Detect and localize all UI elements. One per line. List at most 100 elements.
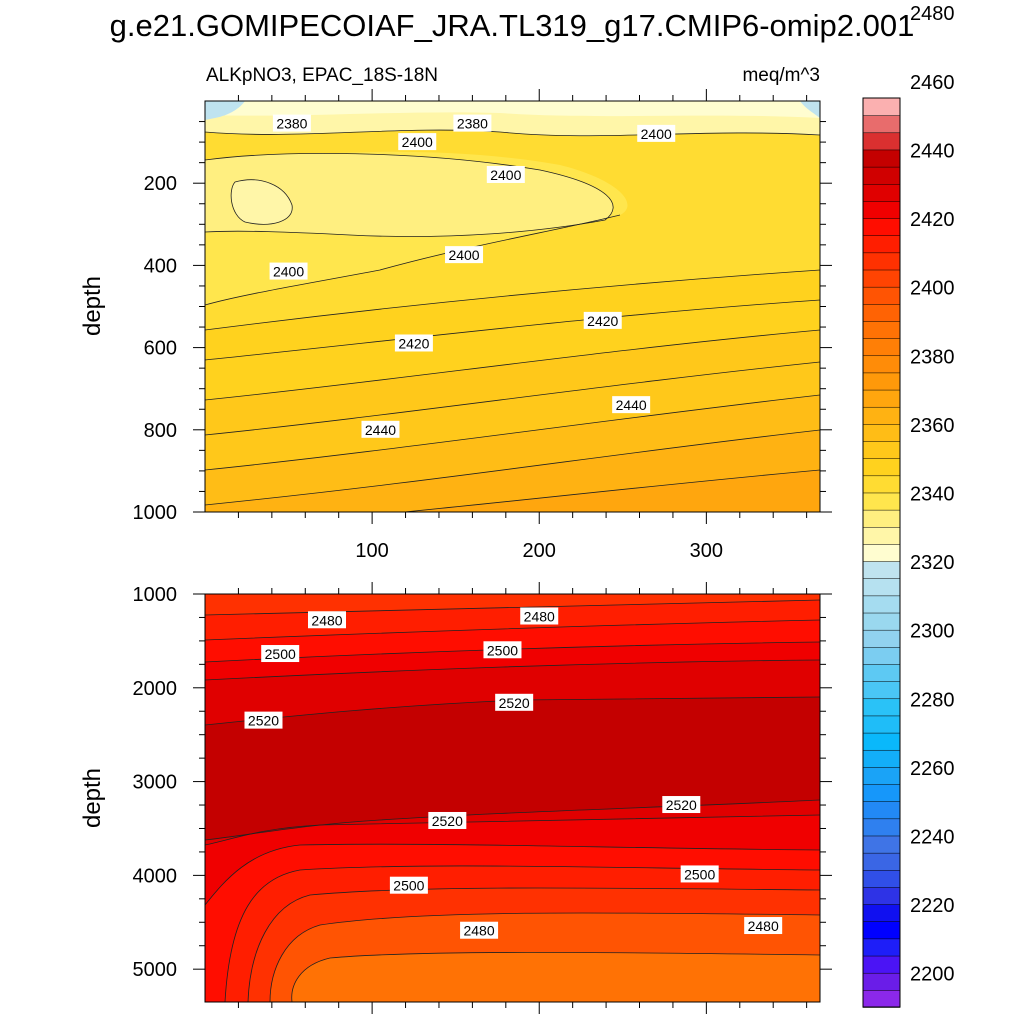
- colorbar-tick-label: 2220: [910, 895, 955, 917]
- x-tick-label: 100: [355, 540, 388, 562]
- contour-label: 2400: [269, 262, 308, 280]
- y-tick-label: 600: [144, 338, 177, 360]
- contour-label-text: 2420: [587, 313, 618, 329]
- contour-label: 2400: [486, 165, 525, 183]
- colorbar-swatch: [862, 234, 901, 254]
- contour-label: 2500: [680, 865, 719, 883]
- lower-panel: 1000 2000 3000 4000 5000 2480 2480 2500 2500 252…: [79, 582, 832, 1014]
- colorbar-swatch: [862, 800, 901, 820]
- contour-label-text: 2480: [748, 918, 779, 934]
- colorbar-swatch: [862, 509, 901, 528]
- contour-label-text: 2400: [448, 247, 479, 263]
- upper-contour-lines: [205, 129, 820, 512]
- contour-label: 2520: [428, 811, 467, 829]
- colorbar: 2200 2220 2240 2260 2280 2300 2320 2340 2360 2380…: [862, 3, 955, 1008]
- contour-label-text: 2520: [432, 813, 463, 829]
- colorbar-swatch: [862, 783, 901, 802]
- contour-label: 2500: [483, 641, 522, 659]
- colorbar-tick-label: 2340: [910, 483, 955, 505]
- y-tick-label: 2000: [133, 678, 178, 700]
- contour-label: 2440: [612, 396, 651, 414]
- contour-label: 2500: [389, 876, 428, 894]
- colorbar-swatch: [862, 886, 901, 905]
- upper-band-2375: [205, 101, 820, 118]
- contour-label-text: 2440: [365, 422, 396, 438]
- colorbar-swatch: [862, 560, 901, 579]
- contour-label-box: [261, 645, 300, 663]
- colorbar-swatch: [862, 320, 901, 339]
- colorbar-swatch: [862, 286, 901, 305]
- contour-label-text: 2400: [273, 264, 304, 280]
- y-tick-label: 200: [144, 173, 177, 195]
- colorbar-frame: [862, 97, 901, 1008]
- colorbar-swatch: [862, 646, 901, 665]
- upper-band-2420: [205, 330, 820, 470]
- contour-label-text: 2480: [524, 609, 555, 625]
- colorbar-swatch: [862, 303, 901, 322]
- contour-label: 2420: [583, 311, 622, 329]
- upper-panel: 200 400 600 800 1000 2380 2400 2380 2400 2400 240…: [79, 89, 832, 524]
- y-tick-label: 1000: [133, 584, 178, 606]
- colorbar-tick-label: 2300: [910, 621, 955, 643]
- contour-label-box: [583, 311, 622, 329]
- upper-band-2365: [205, 101, 245, 120]
- colorbar-swatch: [862, 97, 901, 116]
- colorbar-swatch: [862, 629, 901, 648]
- contour-label-box: [428, 811, 467, 829]
- contour-label-text: 2440: [616, 397, 647, 413]
- colorbar-swatch: [862, 577, 901, 597]
- upper-contour-labels: 2380 2400 2380 2400 2400 2400 2400 2420 2420 2440…: [269, 114, 676, 438]
- x-tick-label: 200: [523, 540, 556, 562]
- colorbar-swatch: [862, 698, 901, 717]
- contour-label-text: 2380: [276, 116, 307, 132]
- contour-label-box: [307, 611, 346, 629]
- contour-label-box: [269, 262, 308, 280]
- colorbar-swatch: [862, 920, 901, 940]
- contour-label-box: [486, 165, 525, 183]
- colorbar-swatch: [862, 543, 901, 562]
- colorbar-tick-label: 2360: [910, 415, 955, 437]
- contour-label-text: 2520: [499, 695, 530, 711]
- contour-label-text: 2400: [490, 167, 521, 183]
- colorbar-swatch: [862, 406, 901, 425]
- upper-band-2410: [205, 270, 820, 400]
- colorbar-swatch: [862, 612, 901, 631]
- lower-contour-labels: 2480 2480 2500 2500 2520 2520 2520 2520 2500 2500…: [244, 607, 783, 939]
- y-tick-label: 5000: [133, 959, 178, 981]
- colorbar-tick-label: 2480: [910, 3, 955, 25]
- colorbar-swatch: [862, 252, 901, 271]
- contour-label-box: [398, 133, 437, 151]
- colorbar-tick-label: 2200: [910, 964, 955, 986]
- contour-label-box: [680, 865, 719, 883]
- lower-plot-frame: [204, 593, 821, 1003]
- contour-label: 2380: [272, 114, 311, 132]
- chart-subtitle-left: ALKpNO3, EPAC_18S-18N: [206, 65, 438, 86]
- colorbar-tick-label: 2320: [910, 552, 955, 574]
- chart-subtitle-right: meq/m^3: [742, 65, 820, 86]
- contour-label: 2440: [361, 420, 400, 438]
- contour-label-text: 2420: [398, 335, 429, 351]
- colorbar-tick-label: 2440: [910, 140, 955, 162]
- colorbar-swatch: [862, 526, 901, 545]
- colorbar-swatch: [862, 457, 901, 477]
- contour-label-box: [460, 921, 499, 939]
- colorbar-tick-label: 2380: [910, 346, 955, 368]
- contour-label-text: 2500: [265, 646, 296, 662]
- y-tick-label: 3000: [133, 772, 178, 794]
- y-tick-label: 4000: [133, 865, 178, 887]
- colorbar-tick-label: 2260: [910, 758, 955, 780]
- colorbar-tick-label: 2240: [910, 826, 955, 848]
- colorbar-swatch: [862, 132, 901, 151]
- contour-label: 2400: [445, 246, 484, 264]
- contour-label: 2380: [453, 114, 492, 132]
- y-tick-label: 800: [144, 420, 177, 442]
- contour-label-box: [637, 124, 676, 142]
- contour-label-text: 2400: [402, 134, 433, 150]
- contour-label: 2480: [744, 917, 783, 935]
- colorbar-swatch: [862, 355, 901, 374]
- colorbar-swatch: [862, 749, 901, 768]
- contour-label-box: [361, 420, 400, 438]
- colorbar-swatch: [862, 149, 901, 168]
- colorbar-swatch: [862, 903, 901, 922]
